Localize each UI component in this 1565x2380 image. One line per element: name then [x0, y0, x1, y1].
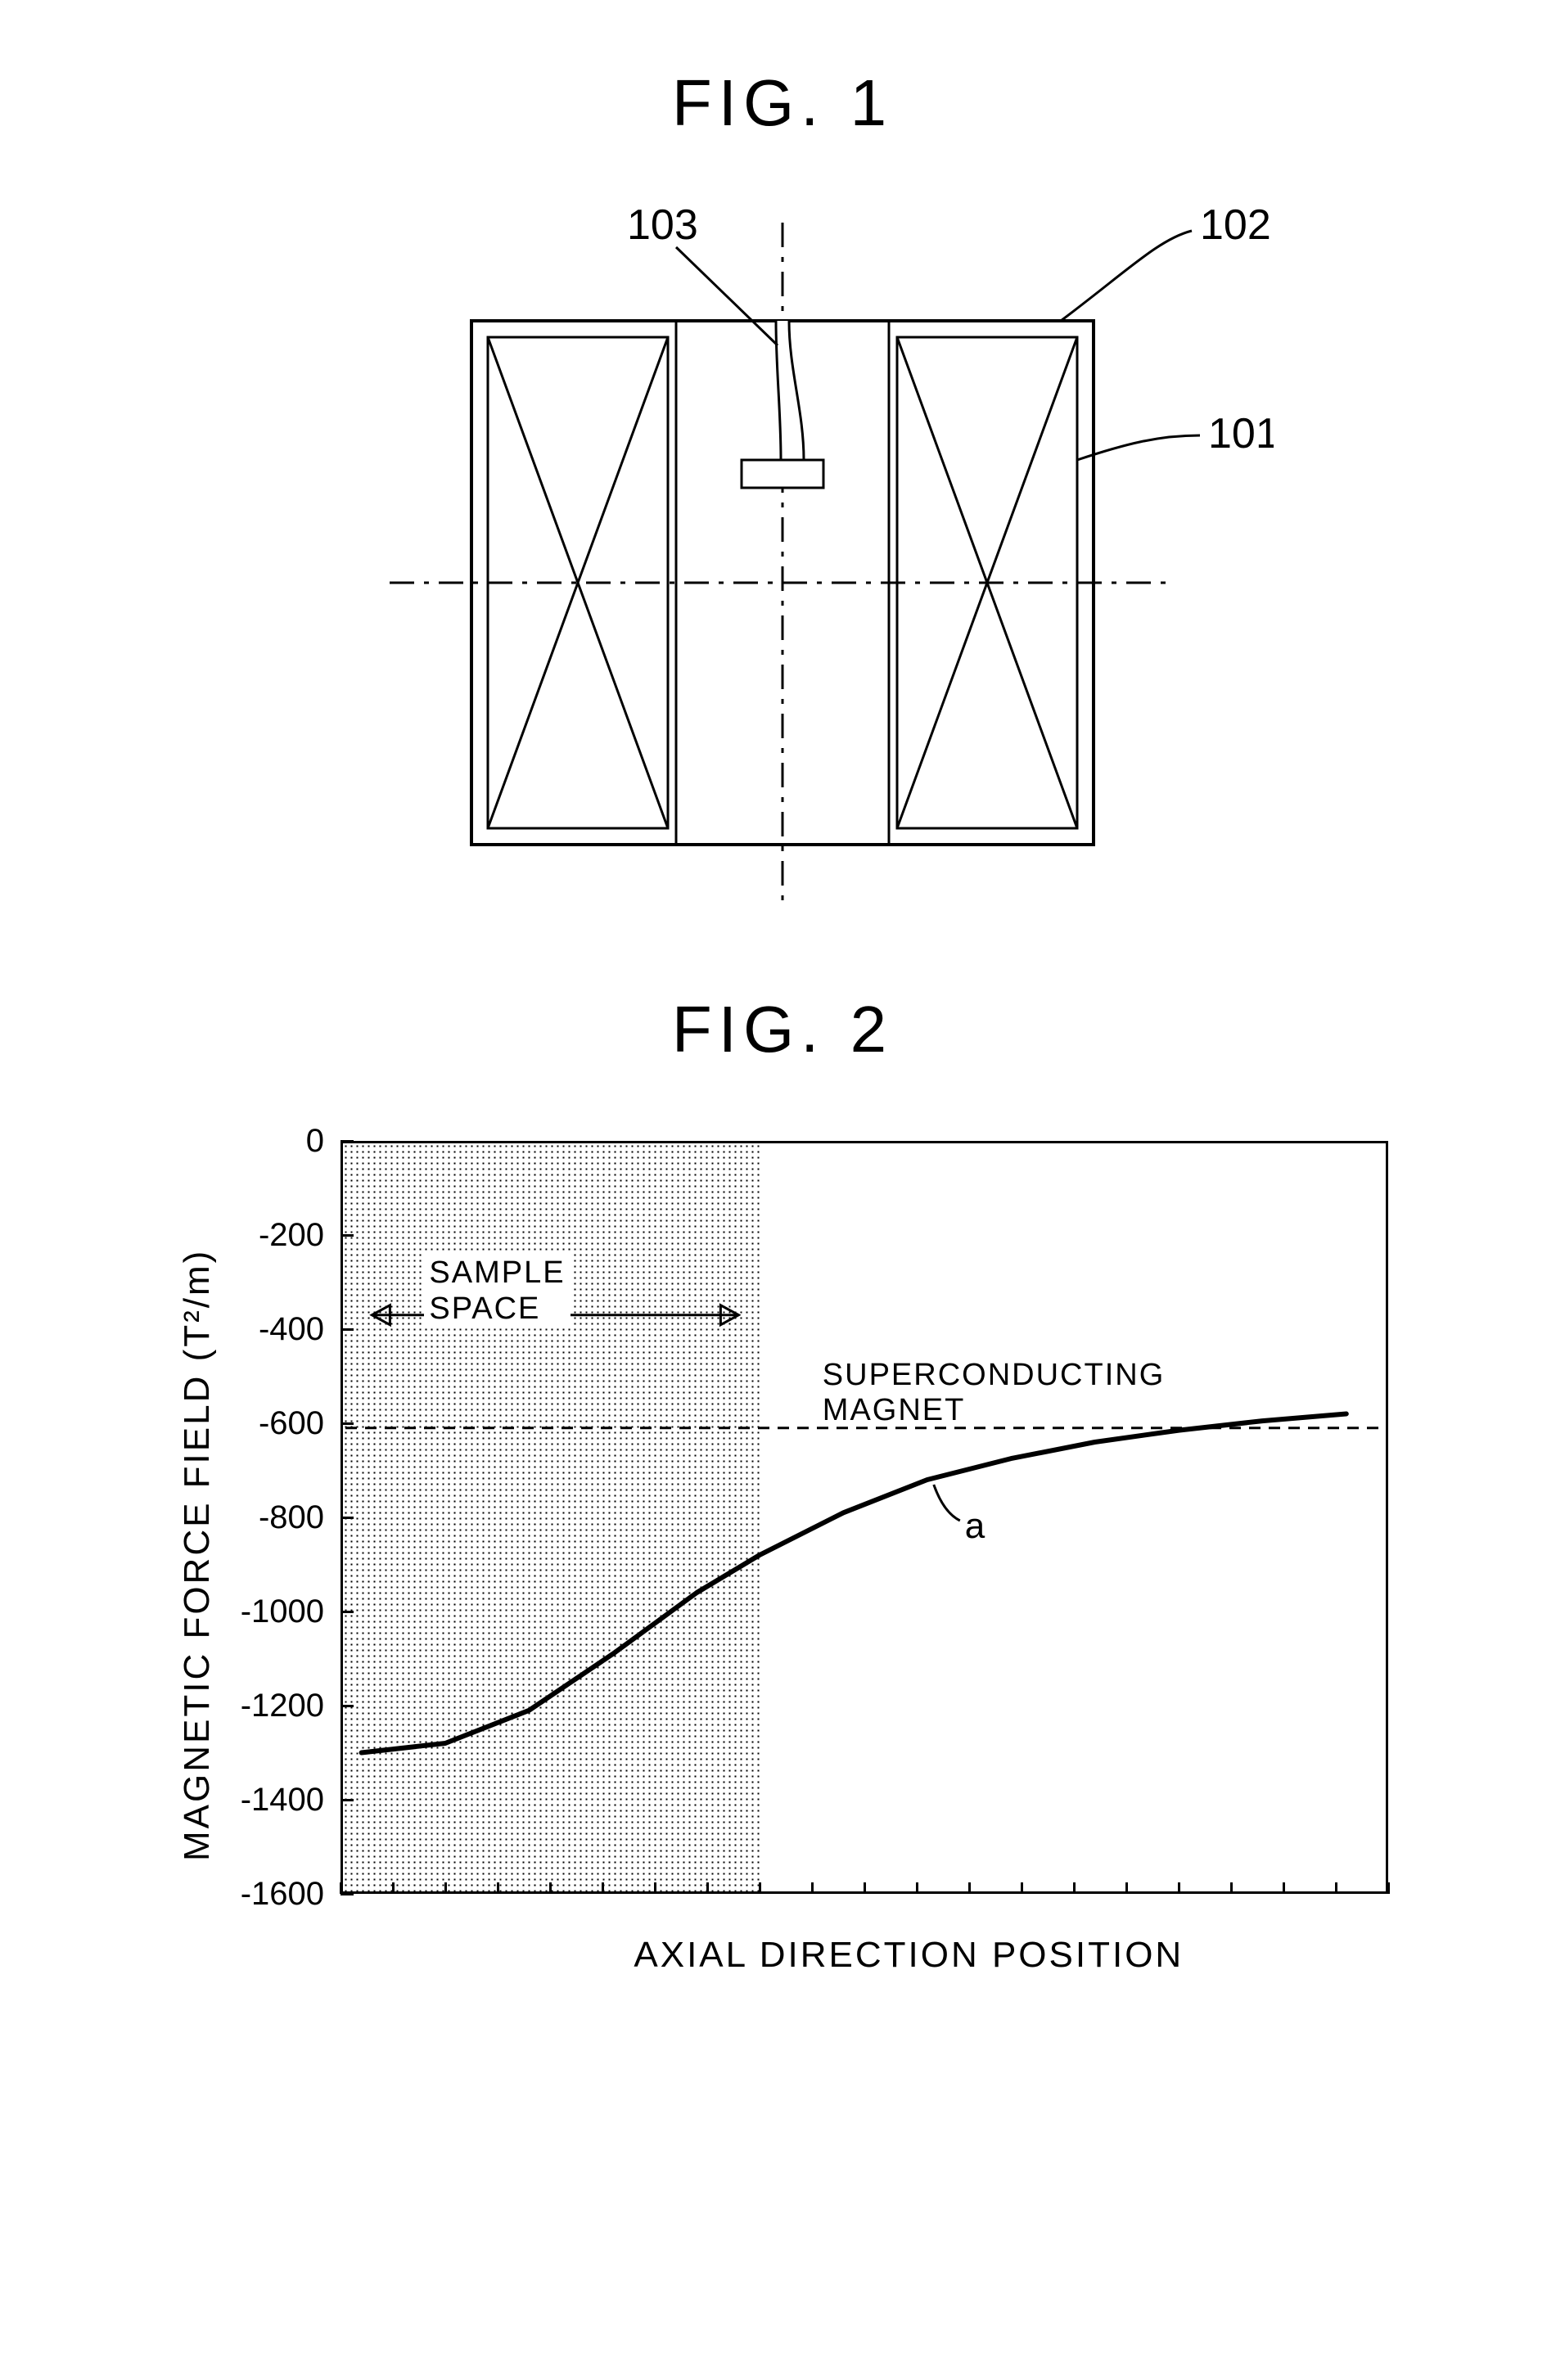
- ytick-mark: [341, 1799, 354, 1801]
- xtick-mark: [1283, 1882, 1285, 1894]
- label-102: 102: [1200, 201, 1271, 249]
- fig1-title: FIG. 1: [33, 65, 1532, 141]
- xtick-mark: [392, 1882, 395, 1894]
- ytick-label: -1400: [210, 1782, 324, 1819]
- xtick-mark: [602, 1882, 604, 1894]
- xtick-mark: [340, 1882, 342, 1894]
- y-axis-label: MAGNETIC FORCE FIELD (T²/m): [177, 1249, 218, 1861]
- ytick-label: 0: [210, 1123, 324, 1160]
- xtick-mark: [1387, 1882, 1390, 1894]
- ytick-label: -1200: [210, 1688, 324, 1724]
- xtick-mark: [1230, 1882, 1233, 1894]
- ytick-mark: [341, 1140, 354, 1143]
- xtick-mark: [1178, 1882, 1180, 1894]
- ytick-mark: [341, 1234, 354, 1237]
- superconducting-magnet-label: SUPERCONDUCTINGMAGNET: [823, 1358, 1165, 1429]
- ytick-label: -400: [210, 1311, 324, 1348]
- xtick-mark: [968, 1882, 971, 1894]
- ytick-label: -800: [210, 1499, 324, 1536]
- ytick-mark: [341, 1893, 354, 1895]
- xtick-mark: [916, 1882, 918, 1894]
- ytick-mark: [341, 1328, 354, 1331]
- xtick-mark: [1021, 1882, 1023, 1894]
- fig1-diagram: 102 103 101: [291, 190, 1274, 926]
- ytick-mark: [341, 1705, 354, 1707]
- xtick-mark: [811, 1882, 814, 1894]
- xtick-mark: [549, 1882, 552, 1894]
- xtick-mark: [1125, 1882, 1128, 1894]
- xtick-mark: [1335, 1882, 1337, 1894]
- fig2-title: FIG. 2: [33, 992, 1532, 1067]
- xtick-mark: [864, 1882, 866, 1894]
- xtick-mark: [759, 1882, 761, 1894]
- ytick-mark: [341, 1422, 354, 1425]
- ytick-label: -1000: [210, 1593, 324, 1630]
- ytick-mark: [341, 1517, 354, 1519]
- ytick-label: -600: [210, 1405, 324, 1442]
- xtick-mark: [706, 1882, 709, 1894]
- xtick-mark: [497, 1882, 499, 1894]
- ytick-label: -200: [210, 1217, 324, 1254]
- ytick-label: -1600: [210, 1876, 324, 1913]
- fig2-chart: 0 -200 -400 -600 -800 -1000 -1200 -1400 -1600 SAM…: [128, 1116, 1437, 2000]
- label-103: 103: [627, 201, 698, 249]
- label-101: 101: [1208, 410, 1274, 458]
- xtick-mark: [444, 1882, 447, 1894]
- sample-space-label: SAMPLESPACE: [424, 1254, 570, 1328]
- curve-a-label: a: [965, 1506, 986, 1547]
- xtick-mark: [1073, 1882, 1076, 1894]
- xtick-mark: [654, 1882, 656, 1894]
- x-axis-label: AXIAL DIRECTION POSITION: [634, 1935, 1184, 1976]
- ytick-mark: [341, 1611, 354, 1613]
